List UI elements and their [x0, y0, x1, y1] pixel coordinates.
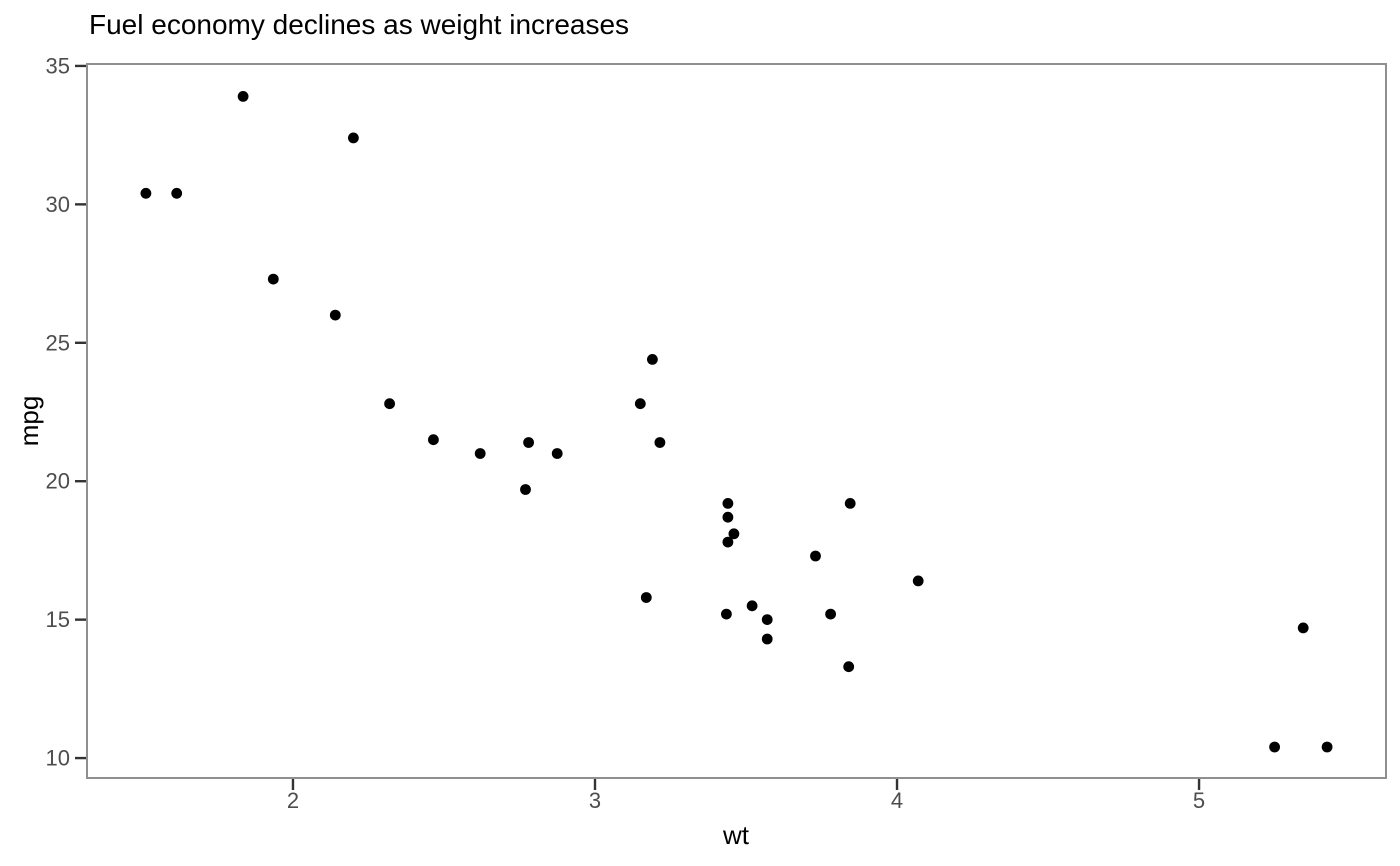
x-tick-label: 4 — [891, 788, 903, 813]
data-point — [520, 484, 531, 495]
data-point — [171, 187, 183, 199]
data-point — [329, 309, 341, 321]
data-point — [140, 187, 152, 199]
y-tick-label: 35 — [46, 53, 70, 78]
x-tick-label: 2 — [287, 788, 299, 813]
data-point — [551, 448, 563, 459]
data-point — [267, 273, 279, 285]
data-point — [843, 661, 855, 673]
data-point — [647, 354, 658, 365]
axes-layer: 2 3 4 5 10 15 20 25 30 35 — [46, 53, 1206, 813]
data-point — [844, 498, 856, 509]
data-point — [825, 608, 836, 620]
y-tick-label: 10 — [46, 746, 70, 771]
data-point — [654, 437, 666, 448]
data-point — [640, 592, 652, 603]
data-point — [384, 398, 395, 410]
y-tick-label: 25 — [46, 330, 70, 355]
data-point — [1321, 741, 1333, 753]
data-point — [746, 600, 758, 612]
x-tick-label: 5 — [1193, 788, 1205, 813]
data-point — [761, 633, 773, 645]
y-tick-label: 20 — [46, 469, 70, 494]
data-point — [721, 608, 732, 620]
data-point — [722, 511, 734, 523]
points-layer — [140, 91, 1333, 753]
data-point — [348, 132, 359, 144]
y-axis-title: mpg — [14, 396, 44, 447]
x-tick-label: 3 — [589, 788, 601, 813]
data-point — [237, 91, 249, 102]
chart-title: Fuel economy declines as weight increase… — [89, 9, 629, 40]
data-point — [1269, 741, 1280, 753]
data-point — [1297, 622, 1309, 634]
data-point — [428, 434, 439, 446]
x-axis-title: wt — [722, 820, 750, 850]
y-tick-label: 15 — [46, 607, 70, 632]
data-point — [474, 448, 486, 459]
data-point — [912, 575, 924, 587]
data-point — [634, 398, 646, 410]
data-point — [728, 528, 740, 540]
plot-panel — [86, 63, 1387, 779]
data-point — [810, 550, 821, 562]
data-point — [722, 498, 734, 509]
y-tick-label: 30 — [46, 192, 70, 217]
data-point — [722, 536, 734, 548]
data-point — [761, 614, 773, 625]
data-point — [523, 437, 534, 448]
